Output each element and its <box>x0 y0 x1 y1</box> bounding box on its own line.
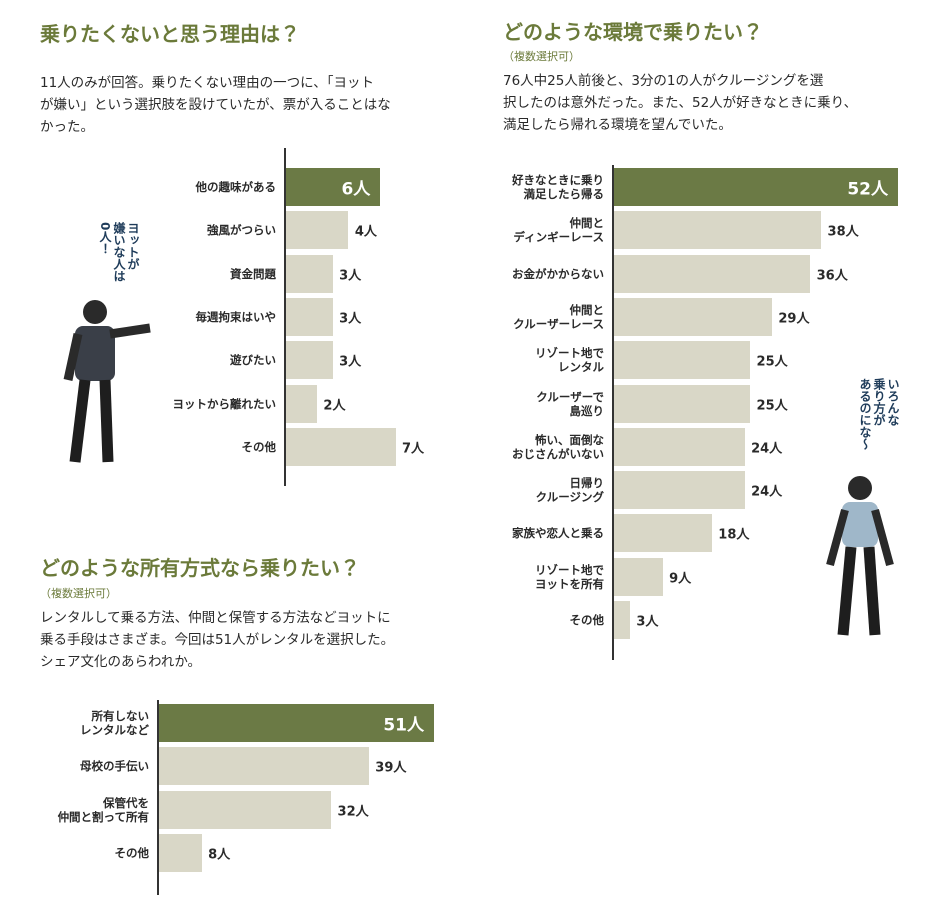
category-label: リゾート地で ヨットを所有 <box>535 562 604 591</box>
value-label: 52人 <box>847 179 888 200</box>
category-label: 母校の手伝い <box>80 759 149 774</box>
value-label: 9人 <box>669 571 692 587</box>
bar <box>613 254 811 293</box>
value-label: 3人 <box>636 614 659 630</box>
category-label: リゾート地で レンタル <box>535 346 604 375</box>
value-label: 24人 <box>751 441 783 457</box>
value-label: 38人 <box>827 224 859 240</box>
value-label: 7人 <box>402 441 425 457</box>
category-label: 仲間と ディンギーレース <box>513 216 604 245</box>
bar <box>285 211 349 250</box>
chart-title: どのような環境で乗りたい？ <box>503 20 763 44</box>
category-label: 怖い、面倒な おじさんがいない <box>512 432 604 461</box>
bar <box>285 168 380 206</box>
category-label: 他の趣味がある <box>195 180 277 194</box>
value-label: 18人 <box>718 527 750 543</box>
bar <box>158 790 332 829</box>
value-label: 36人 <box>816 268 848 284</box>
bar <box>285 254 333 293</box>
category-label: ヨットから離れたい <box>172 396 277 411</box>
subtitle: （複数選択可） <box>40 587 117 600</box>
bar <box>613 168 898 206</box>
value-label: 3人 <box>339 311 362 327</box>
value-label: 29人 <box>778 311 810 327</box>
bar <box>613 341 751 380</box>
bar <box>613 384 751 423</box>
subtitle: （複数選択可） <box>503 50 580 63</box>
axis-line <box>157 700 159 895</box>
bar <box>613 471 745 510</box>
person-illustration <box>826 476 894 636</box>
bar <box>613 601 630 639</box>
value-label: 3人 <box>339 354 362 370</box>
speech-bubble: ヨットが 嫌いな人は 0人！ <box>98 222 140 282</box>
bar <box>158 704 434 742</box>
category-label: 毎週拘束はいや <box>195 309 277 324</box>
category-label: 家族や恋人と乗る <box>512 526 604 541</box>
value-label: 3人 <box>339 268 362 284</box>
value-label: 2人 <box>323 398 346 413</box>
category-label: その他 <box>569 613 605 627</box>
category-label: 遊びたい <box>230 353 276 368</box>
bar <box>613 557 663 596</box>
description: レンタルして乗る方法、仲間と保管する方法などヨットに 乗る手段はさまざま。今回は… <box>40 610 395 670</box>
chart-title: どのような所有方式なら乗りたい？ <box>40 556 360 580</box>
category-label: 好きなときに乗り 満足したら帰る <box>512 173 604 201</box>
bar <box>285 427 396 466</box>
value-label: 32人 <box>337 804 369 820</box>
bar <box>613 211 822 250</box>
value-label: 8人 <box>208 847 231 863</box>
speech-bubble: いろんな 乗り方が あるのにな〜 <box>858 378 900 450</box>
bar <box>285 341 333 380</box>
category-label: その他 <box>114 845 150 860</box>
category-label: 日帰り クルージング <box>535 476 604 505</box>
description: 76人中25人前後と、3分の1の人がクルージングを選 択したのは意外だった。また… <box>503 73 858 133</box>
value-label: 24人 <box>751 484 783 500</box>
value-label: 39人 <box>375 760 407 776</box>
value-label: 4人 <box>354 224 377 240</box>
category-label: お金がかからない <box>512 266 604 281</box>
category-label: 資金問題 <box>230 266 276 281</box>
axis-line <box>284 148 286 486</box>
category-label: その他 <box>241 439 277 454</box>
bar <box>158 747 369 786</box>
bar <box>613 297 772 336</box>
category-label: 所有しない レンタルなど <box>80 709 149 737</box>
person-illustration <box>63 300 151 463</box>
axis-line <box>612 165 614 660</box>
description: 11人のみが回答。乗りたくない理由の一つに、「ヨット が嫌い」という選択肢を設け… <box>40 75 391 135</box>
bar <box>285 384 317 423</box>
value-label: 6人 <box>341 179 371 200</box>
value-label: 51人 <box>383 715 424 736</box>
category-label: 仲間と クルーザーレース <box>513 302 604 331</box>
category-label: 強風がつらい <box>207 223 276 238</box>
value-label: 25人 <box>756 354 788 370</box>
value-label: 25人 <box>756 398 788 413</box>
chart-title: 乗りたくないと思う理由は？ <box>40 22 300 46</box>
bar <box>613 427 745 466</box>
bar <box>285 297 333 336</box>
bar <box>613 514 712 553</box>
bar <box>158 833 202 872</box>
category-label: クルーザーで 島巡り <box>536 389 604 418</box>
category-label: 保管代を 仲間と割って所有 <box>57 795 149 824</box>
